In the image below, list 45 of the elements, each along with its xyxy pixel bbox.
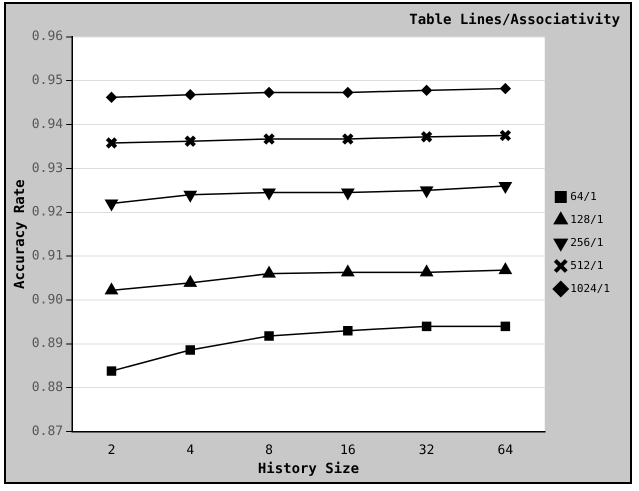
point (500, 83, 511, 94)
legend-label: 1024/1 (570, 282, 610, 295)
point (104, 199, 118, 211)
legend-label: 256/1 (570, 236, 604, 249)
legend-label: 128/1 (570, 212, 604, 226)
point (500, 322, 510, 332)
point (262, 132, 276, 146)
legend-label: 512/1 (570, 258, 604, 272)
y-tick-label: 0.89 (32, 336, 64, 352)
point (184, 89, 196, 100)
y-tick-label: 0.90 (32, 292, 64, 308)
x-tick-label: 32 (418, 442, 434, 458)
x-tick-label: 4 (186, 442, 194, 458)
y-tick-label: 0.96 (32, 29, 64, 44)
point (498, 182, 512, 194)
y-tick-label: 0.94 (32, 116, 64, 132)
x-tick-label: 8 (265, 442, 273, 458)
point (106, 366, 116, 376)
y-tick-label: 0.88 (32, 380, 64, 396)
point (342, 87, 354, 98)
x-tick-label: 16 (340, 442, 356, 458)
y-tick-label: 0.91 (32, 248, 64, 264)
x-axis-title: History Size (258, 461, 360, 478)
y-tick-label: 0.93 (32, 160, 64, 176)
point (499, 129, 512, 142)
point (186, 345, 196, 355)
point (420, 130, 433, 144)
point (421, 84, 432, 96)
chart-title: Table Lines/Associativity (409, 12, 621, 28)
point (264, 331, 274, 341)
y-tick-label: 0.92 (32, 204, 64, 220)
point (105, 136, 118, 150)
point (106, 92, 117, 103)
point (264, 87, 275, 98)
point (420, 186, 434, 198)
point (343, 326, 353, 336)
x-tick-label: 64 (498, 442, 514, 458)
x-tick-label: 2 (108, 442, 116, 458)
legend-label: 64/1 (570, 190, 597, 203)
y-axis-title: Accuracy Rate (12, 179, 28, 289)
point (184, 134, 197, 148)
y-tick-label: 0.95 (32, 73, 64, 88)
y-tick-label: 0.87 (32, 424, 64, 439)
point (342, 132, 354, 146)
point (422, 322, 432, 332)
